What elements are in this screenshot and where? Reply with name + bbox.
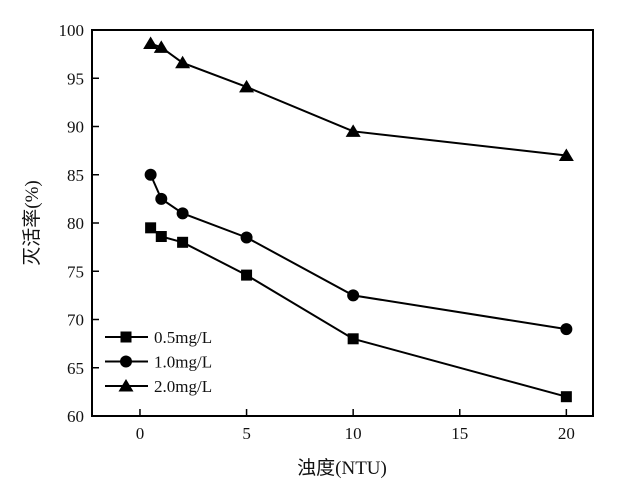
- data-point-circle: [560, 323, 573, 336]
- data-point-square: [560, 391, 572, 403]
- y-axis-label: 灭活率(%): [21, 180, 43, 265]
- series-line-1: [149, 174, 567, 331]
- y-tick-label: 100: [59, 21, 85, 40]
- legend: 0.5mg/L 1.0mg/L 2.0mg/L: [105, 328, 212, 396]
- data-point-square: [241, 269, 253, 281]
- axes: 0 5 10 15 20 60 65 70 75 80 85 90 95 100: [59, 21, 575, 443]
- y-tick-label: 70: [67, 311, 84, 330]
- y-tick-label: 75: [67, 262, 84, 281]
- series-line-2: [150, 42, 567, 157]
- y-tick-label: 95: [67, 69, 84, 88]
- data-point-circle: [155, 192, 168, 205]
- data-point-square: [145, 222, 157, 234]
- series-line-0: [149, 227, 567, 398]
- y-tick-label: 60: [67, 407, 84, 426]
- data-point-triangle: [239, 79, 255, 93]
- data-point-circle: [347, 289, 360, 302]
- y-tick-label: 80: [67, 214, 84, 233]
- legend-label: 1.0mg/L: [154, 353, 212, 372]
- data-point-triangle: [175, 55, 191, 69]
- x-tick-label: 10: [345, 424, 362, 443]
- plot-marks: [143, 36, 574, 403]
- y-tick-label: 90: [67, 118, 84, 137]
- legend-marker-square: [120, 331, 132, 343]
- x-tick-label: 15: [451, 424, 468, 443]
- data-point-square: [155, 231, 167, 243]
- data-point-triangle: [143, 36, 159, 50]
- x-tick-label: 20: [558, 424, 575, 443]
- data-point-circle: [240, 231, 253, 244]
- x-axis-label: 浊度(NTU): [297, 457, 387, 479]
- legend-marker-triangle: [118, 379, 134, 392]
- legend-marker-circle: [120, 355, 132, 368]
- data-point-square: [347, 333, 359, 345]
- data-point-triangle: [558, 148, 574, 161]
- data-point-circle: [176, 207, 189, 220]
- y-tick-label: 65: [67, 359, 84, 378]
- data-point-circle: [144, 168, 157, 181]
- legend-label: 2.0mg/L: [154, 377, 212, 396]
- x-tick-label: 0: [136, 424, 145, 443]
- data-point-triangle: [345, 124, 361, 137]
- data-point-triangle: [153, 40, 169, 53]
- y-tick-label: 85: [67, 166, 84, 185]
- legend-label: 0.5mg/L: [154, 328, 212, 347]
- data-point-square: [177, 236, 189, 248]
- x-tick-label: 5: [242, 424, 251, 443]
